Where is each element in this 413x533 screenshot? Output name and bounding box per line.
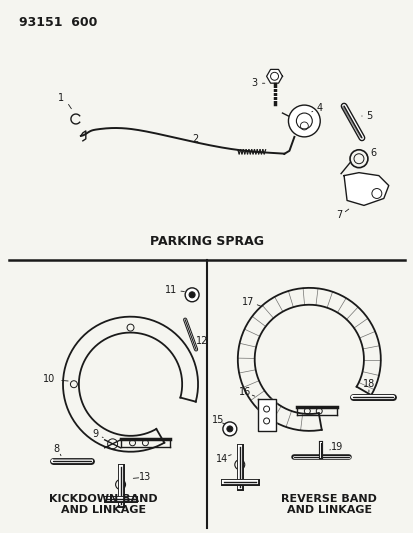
Text: 19: 19 <box>330 442 342 452</box>
Circle shape <box>226 426 232 432</box>
Circle shape <box>288 105 320 137</box>
Polygon shape <box>266 69 282 83</box>
Text: 17: 17 <box>241 297 253 307</box>
Polygon shape <box>343 173 388 205</box>
Text: 14: 14 <box>215 454 228 464</box>
Text: 8: 8 <box>53 444 59 454</box>
Circle shape <box>222 422 236 436</box>
Text: 16: 16 <box>238 387 250 397</box>
Text: 1: 1 <box>58 93 64 103</box>
Text: 5: 5 <box>365 111 371 121</box>
Text: 15: 15 <box>211 415 223 425</box>
Text: 12: 12 <box>195 336 208 346</box>
Text: KICKDOWN BAND
AND LINKAGE: KICKDOWN BAND AND LINKAGE <box>49 494 158 515</box>
Circle shape <box>185 288 199 302</box>
Text: 18: 18 <box>362 379 374 389</box>
Text: 93151  600: 93151 600 <box>19 15 97 29</box>
Text: PARKING SPRAG: PARKING SPRAG <box>150 235 263 248</box>
Text: 11: 11 <box>164 285 177 295</box>
Text: 7: 7 <box>335 211 342 220</box>
Polygon shape <box>257 399 275 431</box>
Text: REVERSE BAND
AND LINKAGE: REVERSE BAND AND LINKAGE <box>280 494 376 515</box>
Text: 9: 9 <box>93 429 99 439</box>
Text: 10: 10 <box>43 374 55 384</box>
Text: 6: 6 <box>370 148 376 158</box>
Text: 13: 13 <box>139 472 151 482</box>
Circle shape <box>189 292 195 298</box>
Text: 4: 4 <box>316 103 322 113</box>
Text: 2: 2 <box>192 134 198 144</box>
Text: 3: 3 <box>251 78 257 88</box>
